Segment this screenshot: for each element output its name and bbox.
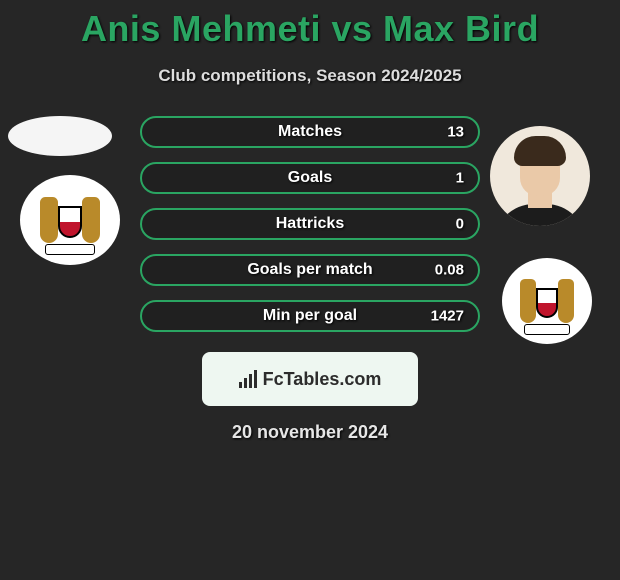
stat-row: Goals per match 0.08 [140,254,480,286]
page-title: Anis Mehmeti vs Max Bird [0,0,620,50]
stat-value-right: 0.08 [435,262,464,279]
stat-value-right: 1427 [431,308,464,325]
stat-label: Min per goal [263,307,357,325]
stat-row: Matches 13 [140,116,480,148]
stat-label: Hattricks [276,215,344,233]
stat-rows: Matches 13 Goals 1 Hattricks 0 Goals per match… [0,116,620,332]
stats-block: Matches 13 Goals 1 Hattricks 0 Goals per match… [0,116,620,332]
date-text: 20 november 2024 [0,422,620,443]
bar-chart-icon [239,370,257,388]
stat-label: Matches [278,123,342,141]
stat-row: Min per goal 1427 [140,300,480,332]
brand-box[interactable]: FcTables.com [202,352,418,406]
stat-row: Hattricks 0 [140,208,480,240]
stat-label: Goals per match [247,261,372,279]
stat-value-right: 0 [456,216,464,233]
stat-value-right: 13 [447,124,464,141]
subtitle: Club competitions, Season 2024/2025 [0,66,620,86]
stat-row: Goals 1 [140,162,480,194]
brand-text: FcTables.com [263,369,382,390]
stat-label: Goals [288,169,332,187]
stat-value-right: 1 [456,170,464,187]
